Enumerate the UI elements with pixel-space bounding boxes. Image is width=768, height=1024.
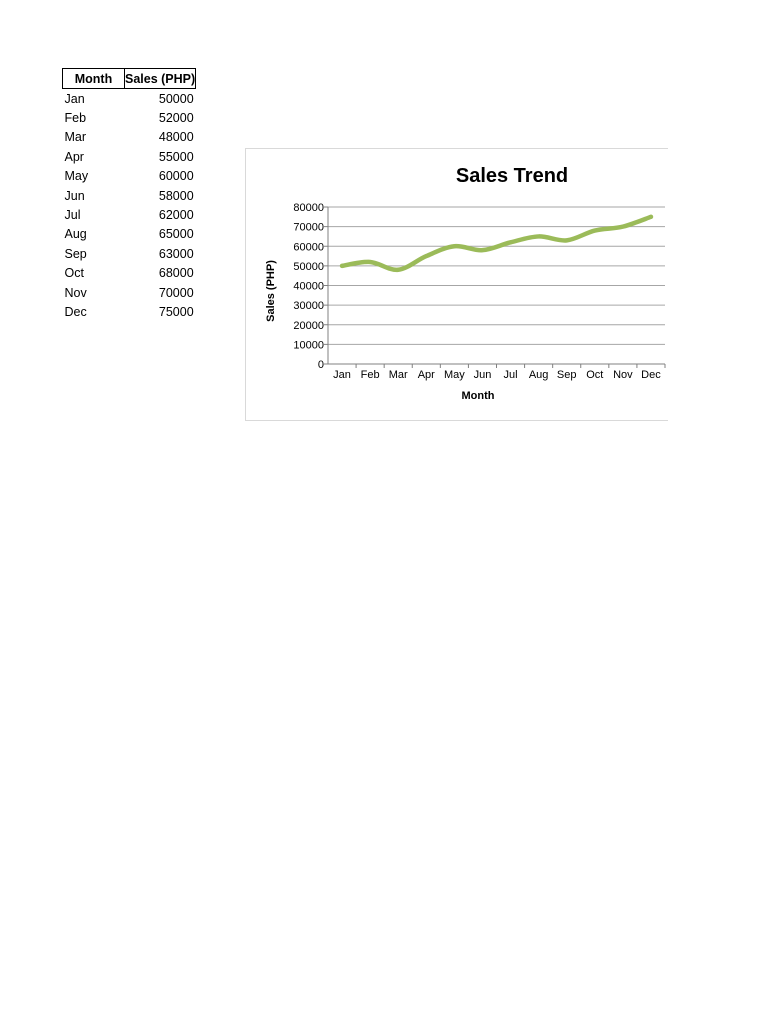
month-cell[interactable]: Feb [64, 111, 87, 126]
month-cell[interactable]: Mar [64, 130, 87, 145]
data-point-oct[interactable] [592, 228, 597, 233]
y-tick-label: 50000 [293, 261, 324, 273]
table-row: Jun 58000 [63, 186, 196, 205]
x-tick-label: Sep [557, 369, 577, 381]
y-tick-label: 10000 [293, 339, 324, 351]
month-cell[interactable]: May [64, 169, 89, 184]
y-tick-label: 20000 [293, 320, 324, 332]
data-point-jul[interactable] [508, 240, 513, 245]
x-tick-label: Jan [333, 369, 351, 381]
x-tick-label: Mar [389, 369, 408, 381]
table-row: Feb 52000 [63, 108, 196, 127]
data-point-feb[interactable] [368, 259, 373, 264]
sales-cell[interactable]: 68000 [158, 266, 194, 281]
x-tick-label: Jul [504, 369, 518, 381]
x-tick-label: Nov [613, 369, 633, 381]
x-tick-label: Dec [641, 369, 661, 381]
month-cell[interactable]: Jun [64, 188, 85, 203]
chart-title: Sales Trend [456, 165, 568, 187]
data-point-jan[interactable] [340, 263, 345, 268]
y-tick-label: 60000 [293, 241, 324, 253]
table-row: Jul 62000 [63, 205, 196, 224]
month-cell[interactable]: Apr [64, 149, 84, 164]
sales-cell[interactable]: 55000 [158, 149, 194, 164]
table-row: Dec 75000 [63, 302, 196, 321]
sales-cell[interactable]: 52000 [158, 111, 194, 126]
table-row: Mar 48000 [63, 128, 196, 147]
sales-cell[interactable]: 60000 [158, 169, 194, 184]
data-point-aug[interactable] [536, 234, 541, 239]
data-point-jun[interactable] [480, 248, 485, 253]
sales-cell[interactable]: 70000 [158, 285, 194, 300]
table-row: May 60000 [63, 167, 196, 186]
month-cell[interactable]: Jul [64, 208, 81, 223]
sales-trend-chart[interactable]: Sales Trend Sales (PHP) Month 0 10000 2000… [245, 148, 668, 421]
data-point-apr[interactable] [424, 254, 429, 259]
y-axis-label: Sales (PHP) [265, 260, 277, 322]
x-axis-label: Month [462, 390, 495, 402]
sales-cell[interactable]: 58000 [158, 188, 194, 203]
sales-cell[interactable]: 50000 [158, 91, 194, 106]
table-body: Jan 50000 Feb 52000 Mar 48000 Apr 55000 May 60000… [63, 89, 196, 322]
table-row: Oct 68000 [63, 264, 196, 283]
month-column-header[interactable]: Month [62, 68, 125, 89]
month-cell[interactable]: Jan [64, 91, 85, 106]
series-group [339, 214, 654, 273]
y-axis-ticks: 0 10000 20000 30000 40000 50000 60000 70000 8000… [293, 202, 324, 371]
gridlines [324, 206, 665, 365]
chart-canvas: Sales Trend Sales (PHP) Month 0 10000 2000… [265, 165, 666, 402]
sales-data-table: Month Sales (PHP) Jan 50000 Feb 52000 Mar 480… [62, 68, 197, 322]
data-point-nov[interactable] [620, 224, 625, 229]
x-tick-label: Feb [361, 369, 380, 381]
y-tick-label: 70000 [293, 222, 324, 234]
data-point-dec[interactable] [648, 214, 653, 219]
month-cell[interactable]: Aug [64, 227, 87, 242]
table-row: Nov 70000 [63, 283, 196, 302]
table-row: Jan 50000 [63, 89, 196, 109]
sales-cell[interactable]: 62000 [158, 208, 194, 223]
sales-cell[interactable]: 65000 [158, 227, 194, 242]
data-point-sep[interactable] [564, 238, 569, 243]
table-row: Sep 63000 [63, 244, 196, 263]
y-tick-label: 40000 [293, 281, 324, 293]
x-tick-label: Oct [586, 369, 603, 381]
sales-cell[interactable]: 63000 [158, 246, 194, 261]
x-tick-label: Aug [529, 369, 549, 381]
y-tick-label: 80000 [293, 202, 324, 214]
x-tick-label: Apr [418, 369, 435, 381]
month-cell[interactable]: Dec [64, 304, 87, 319]
y-tick-label: 0 [318, 359, 324, 371]
x-tick-label: May [444, 369, 465, 381]
x-tick-label: Jun [474, 369, 492, 381]
sales-cell[interactable]: 48000 [158, 130, 194, 145]
table-header-row: Month Sales (PHP) [62, 68, 197, 89]
table-row: Apr 55000 [63, 147, 196, 166]
data-point-mar[interactable] [396, 267, 401, 272]
month-cell[interactable]: Nov [64, 285, 87, 300]
month-cell[interactable]: Sep [64, 246, 87, 261]
y-tick-label: 30000 [293, 300, 324, 312]
month-cell[interactable]: Oct [64, 266, 84, 281]
sales-column-header[interactable]: Sales (PHP) [123, 68, 197, 89]
x-axis-ticks: Jan Feb Mar Apr May Jun Jul Aug Sep Oct Nov Dec [333, 364, 666, 381]
data-point-may[interactable] [452, 244, 457, 249]
sales-series-line[interactable] [339, 214, 654, 273]
table-row: Aug 65000 [63, 225, 196, 244]
sales-cell[interactable]: 75000 [158, 304, 194, 319]
